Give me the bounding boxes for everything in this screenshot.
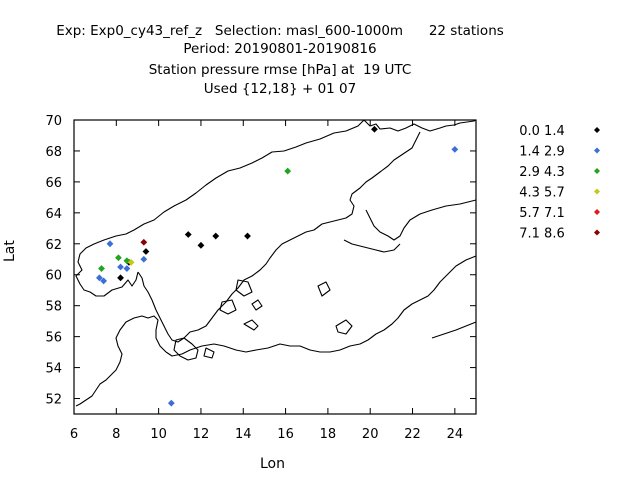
- station-marker: [197, 241, 205, 249]
- x-tick-label: 14: [235, 427, 252, 442]
- legend-label: 4.3 5.7: [519, 186, 564, 201]
- legend-marker: [594, 168, 600, 174]
- legend-marker: [594, 188, 600, 195]
- legend-label: 2.9 4.3: [519, 165, 564, 180]
- chart-title: Exp: Exp0_cy43_ref_z Selection: masl_600…: [56, 23, 504, 39]
- x-tick-label: 24: [447, 427, 464, 442]
- station-marker: [167, 399, 175, 407]
- station-marker: [371, 125, 378, 133]
- station-marker: [212, 232, 220, 240]
- x-tick-label: 10: [150, 427, 167, 442]
- y-tick-label: 54: [45, 362, 62, 377]
- y-tick-label: 62: [45, 238, 62, 253]
- y-tick-label: 66: [45, 176, 62, 191]
- station-marker: [117, 274, 124, 282]
- station-marker: [244, 232, 251, 240]
- station-marker: [117, 263, 124, 271]
- plot-frame: [73, 119, 477, 415]
- legend-marker: [594, 209, 600, 215]
- period-subtitle: Period: 20190801-20190816: [183, 41, 377, 57]
- x-tick-label: 6: [70, 427, 78, 442]
- station-marker: [98, 265, 105, 272]
- station-marker: [184, 231, 192, 238]
- station-marker: [451, 146, 459, 153]
- station-marker: [140, 238, 148, 246]
- station-marker: [284, 167, 292, 175]
- station-marker: [95, 274, 103, 282]
- station-marker: [127, 258, 135, 266]
- x-tick-label: 16: [277, 427, 294, 442]
- variable-subtitle: Station pressure rmse [hPa] at 19 UTC: [148, 62, 412, 78]
- station-marker: [106, 240, 114, 248]
- y-tick-label: 58: [45, 300, 62, 315]
- y-tick-label: 64: [45, 207, 62, 222]
- station-marker: [123, 257, 131, 265]
- legend-label: 1.4 2.9: [519, 145, 564, 160]
- station-marker: [140, 255, 148, 263]
- x-axis-label: Lon: [260, 456, 285, 472]
- x-tick-label: 12: [193, 427, 210, 442]
- y-tick-label: 60: [45, 269, 62, 284]
- legend-label: 5.7 7.1: [519, 206, 564, 221]
- legend-label: 0.0 1.4: [519, 124, 564, 139]
- legend-label: 7.1 8.6: [519, 227, 564, 242]
- station-marker: [115, 254, 122, 262]
- y-tick-label: 52: [45, 393, 62, 408]
- coastline-map: [75, 119, 477, 407]
- used-subtitle: Used {12,18} + 01 07: [203, 81, 357, 97]
- station-marker: [123, 265, 131, 272]
- x-tick-label: 22: [404, 427, 421, 442]
- y-tick-label: 68: [45, 145, 62, 160]
- x-tick-label: 20: [362, 427, 379, 442]
- y-axis-label: Lat: [2, 240, 18, 262]
- x-tick-label: 8: [112, 427, 120, 442]
- legend-marker: [594, 147, 600, 154]
- y-tick-label: 56: [45, 331, 62, 346]
- station-marker: [100, 277, 108, 285]
- legend-marker: [594, 127, 600, 133]
- x-tick-label: 18: [320, 427, 337, 442]
- y-tick-label: 70: [45, 114, 62, 129]
- station-marker: [142, 248, 150, 255]
- legend-marker: [594, 229, 600, 236]
